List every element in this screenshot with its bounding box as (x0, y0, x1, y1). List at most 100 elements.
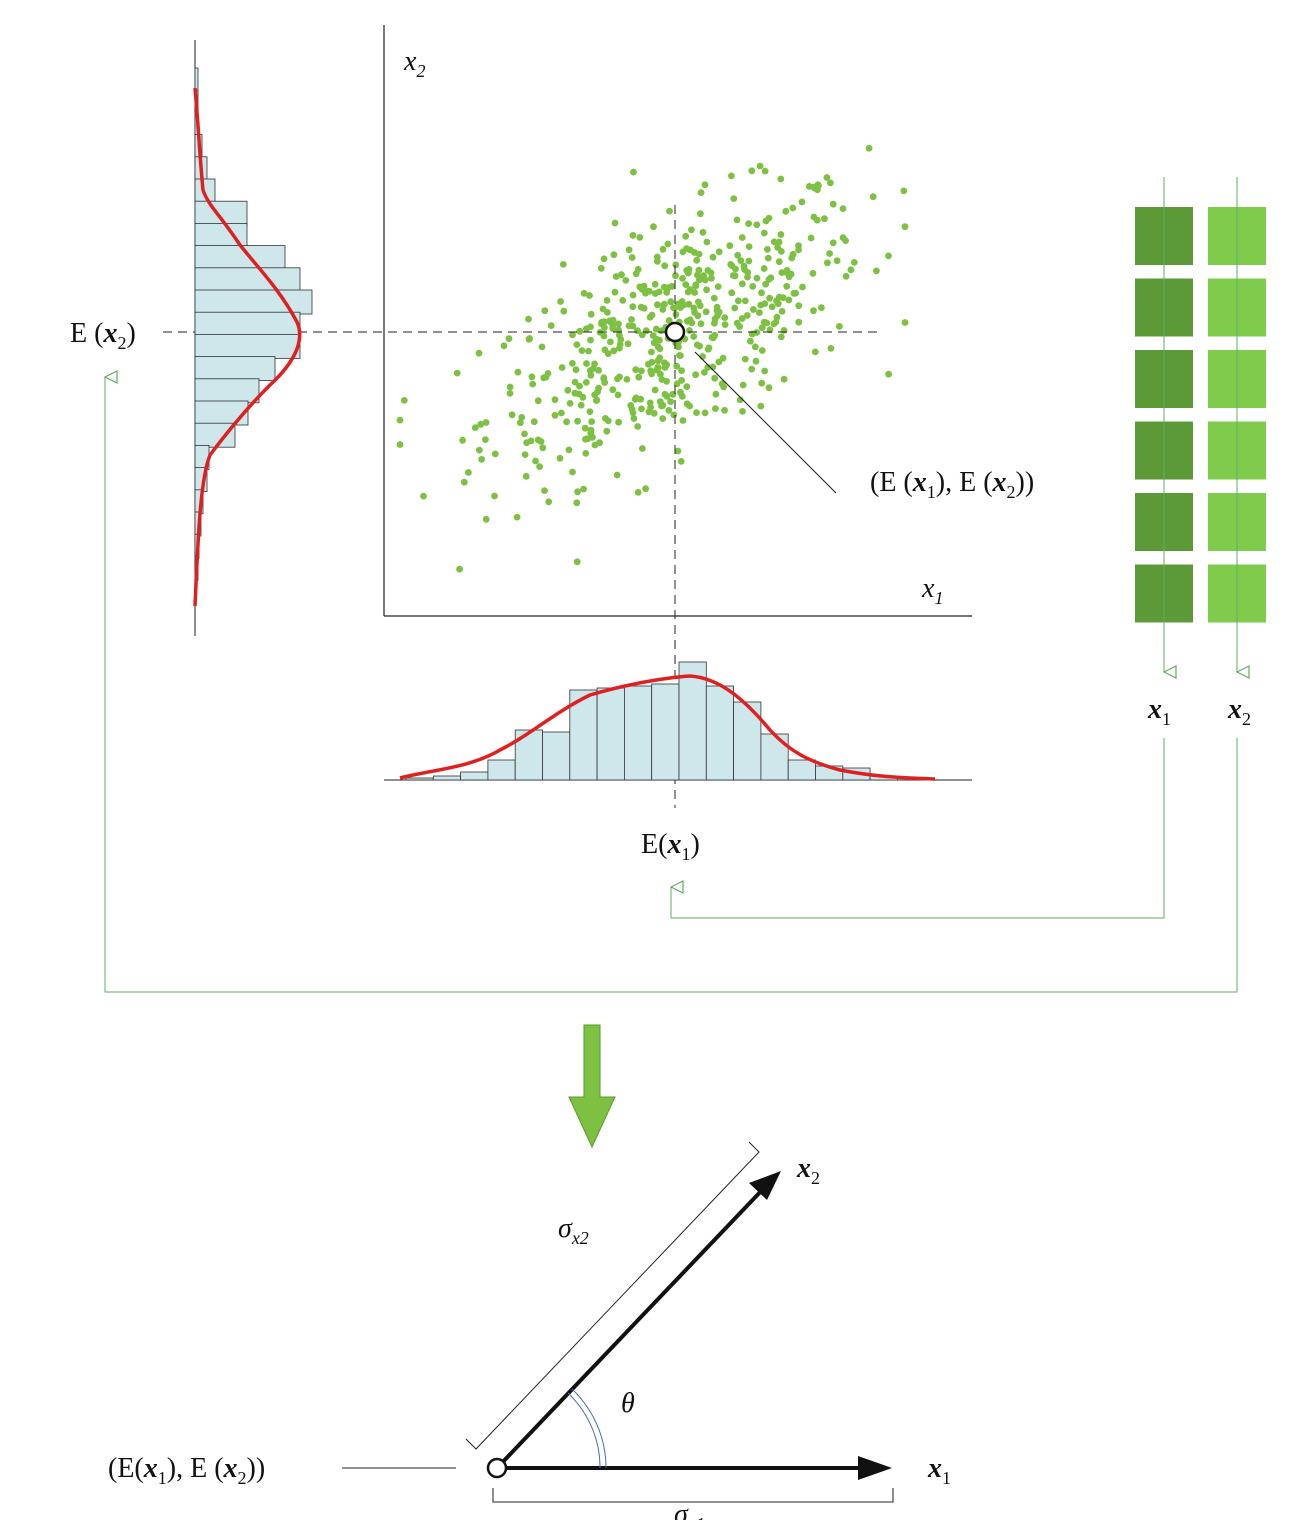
bottom-density-curve (399, 674, 936, 781)
histogram-bar (487, 759, 516, 781)
scatter-point (779, 294, 787, 302)
scatter-point (738, 234, 746, 241)
scatter-point (530, 418, 538, 426)
scatter-point (630, 415, 638, 422)
scatter-point (795, 246, 802, 254)
scatter-point (575, 390, 583, 398)
scatter-point (836, 323, 843, 330)
scatter-point (807, 234, 815, 242)
scatter-point (674, 447, 682, 455)
vector-x2-shaft (495, 1186, 766, 1470)
scatter-point (642, 287, 649, 294)
scatter-point (818, 304, 825, 311)
scatter-point (636, 234, 644, 241)
scatter-point (778, 308, 786, 315)
scatter-point (650, 223, 657, 231)
scatter-point (682, 232, 690, 240)
histogram-bar (194, 200, 248, 226)
histogram-bar (405, 777, 434, 781)
scatter-point (751, 343, 759, 351)
vector-x2-label: x2 (796, 1153, 820, 1188)
histogram-bar (542, 731, 571, 781)
scatter-point (761, 167, 769, 175)
axis-label-x2: x2 (403, 46, 425, 81)
scatter-point (850, 259, 858, 266)
scatter-point (603, 427, 611, 435)
scatter-point (635, 373, 643, 381)
scatter-point (500, 342, 508, 350)
scatter-point (730, 195, 738, 203)
scatter-point (528, 373, 536, 381)
scatter-point (558, 409, 565, 417)
scatter-point (677, 388, 684, 396)
scatter-point (609, 386, 617, 394)
scatter-point (757, 402, 765, 410)
scatter-point (611, 288, 619, 296)
scatter-point (663, 377, 670, 385)
scatter-point (600, 255, 608, 263)
scatter-point (729, 272, 737, 279)
scatter-point (733, 216, 741, 224)
scatter-point (718, 380, 726, 388)
scatter-point (619, 297, 627, 304)
scatter-point (610, 347, 618, 355)
scatter-point (700, 272, 707, 280)
left-histogram (194, 67, 313, 581)
scatter-point (491, 492, 498, 500)
scatter-point (690, 304, 698, 312)
scatter-point (709, 334, 717, 342)
scatter-point (551, 412, 559, 419)
scatter-point (465, 469, 472, 476)
scatter-point (826, 250, 833, 257)
scatter-point (601, 324, 608, 331)
scatter-point (686, 327, 693, 334)
histogram-bar (194, 267, 301, 293)
scatter-point (529, 380, 537, 388)
scatter-point (795, 302, 803, 310)
scatter-point (758, 347, 766, 354)
scatter-point (613, 471, 621, 479)
scatter-point (547, 322, 555, 329)
scatter-point (686, 286, 694, 293)
histogram-bar (460, 771, 489, 781)
histogram-bar (194, 400, 249, 426)
scatter-point (777, 333, 785, 341)
scatter-point (677, 458, 685, 465)
scatter-point (734, 297, 742, 305)
scatter-point (588, 418, 596, 425)
histogram-bar (787, 759, 816, 781)
sigma-x2-bracket (465, 1141, 760, 1450)
scatter-point (632, 394, 640, 402)
scatter-point (821, 215, 828, 223)
scatter-point (522, 472, 530, 480)
scatter-point (585, 347, 592, 355)
scatter-point (456, 565, 463, 573)
scatter-point (753, 274, 761, 282)
scatter-point (648, 311, 656, 319)
scatter-point (773, 297, 780, 305)
sigma-x1-bracket (492, 1488, 894, 1503)
scatter-point (780, 327, 788, 334)
origin-label: (E(x1), E (x2)) (108, 1453, 265, 1488)
left-density-curve (193, 87, 302, 607)
scatter-point (701, 369, 708, 376)
scatter-point (721, 321, 729, 328)
scatter-point (526, 335, 533, 342)
scatter-point (617, 336, 625, 343)
scatter-point (770, 238, 778, 246)
scatter-point (810, 213, 818, 221)
scatter-point (683, 383, 691, 390)
scatter-point (607, 338, 614, 346)
scatter-point (847, 266, 855, 274)
scatter-point (604, 350, 612, 358)
scatter-point (565, 446, 573, 454)
scatter-point (650, 409, 658, 417)
scatter-point (559, 261, 567, 268)
mean-x2-label: E (x2) (70, 318, 136, 353)
scatter-point (551, 396, 559, 404)
scatter-point (482, 515, 490, 523)
scatter-point (885, 370, 892, 378)
scatter-point (829, 239, 837, 247)
histogram-bar (705, 685, 734, 781)
scatter-point (685, 300, 693, 308)
